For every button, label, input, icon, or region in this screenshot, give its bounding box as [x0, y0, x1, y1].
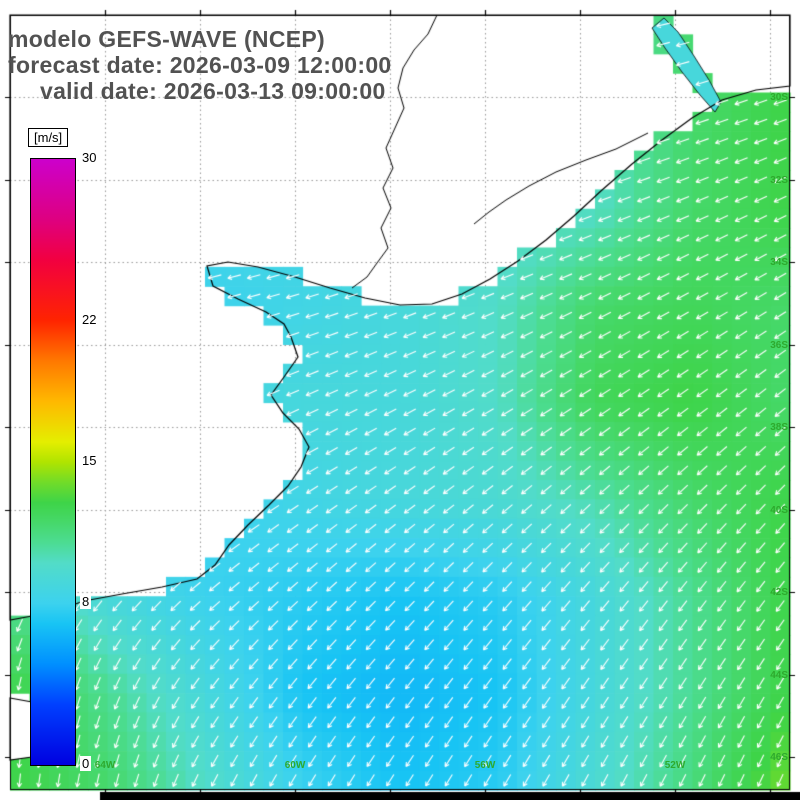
wind-field-map — [0, 0, 800, 800]
wave-forecast-page: modelo GEFS-WAVE (NCEP) forecast date: 2… — [0, 0, 800, 800]
